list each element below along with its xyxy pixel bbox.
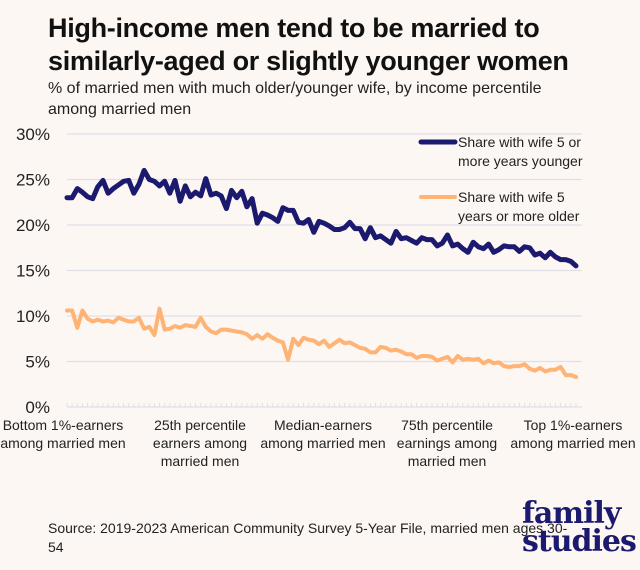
x-tick-label: 25th percentile earners among married me… — [152, 417, 248, 469]
legend-label-older: Share with wife 5 years or more older — [458, 189, 580, 224]
chart-title: High-income men tend to be married to si… — [48, 13, 569, 76]
y-tick-label: 15% — [16, 262, 50, 281]
y-tick-label: 5% — [25, 353, 50, 372]
x-tick-label: 75th percentile earnings among married m… — [396, 417, 498, 469]
legend: Share with wife 5 or more years younger S… — [418, 134, 583, 224]
y-tick-label: 30% — [16, 125, 50, 144]
y-tick-label: 0% — [25, 398, 50, 417]
logo-line-1: family — [522, 496, 621, 531]
x-axis-ticks — [66, 403, 582, 408]
x-tick-label: Bottom 1%-earners among married men — [0, 417, 126, 451]
x-tick-label: Top 1%-earners among married men — [510, 417, 636, 451]
y-tick-label: 20% — [16, 216, 50, 235]
family-studies-logo: family studies — [522, 496, 637, 559]
legend-label-younger: Share with wife 5 or more years younger — [458, 134, 583, 169]
series-line-older-wife — [65, 306, 578, 379]
x-tick-label: Median-earners among married men — [260, 417, 386, 451]
y-tick-label: 25% — [16, 171, 50, 190]
logo-line-2: studies — [522, 524, 637, 559]
y-tick-label: 10% — [16, 307, 50, 326]
y-axis: 0% 5% 10% 15% 20% 25% 30% — [16, 125, 50, 417]
series-line-younger-wife — [64, 167, 579, 269]
chart-subtitle: % of married men with much older/younger… — [48, 80, 542, 118]
source-note: Source: 2019-2023 American Community Sur… — [48, 520, 568, 555]
series-lines — [64, 167, 579, 379]
